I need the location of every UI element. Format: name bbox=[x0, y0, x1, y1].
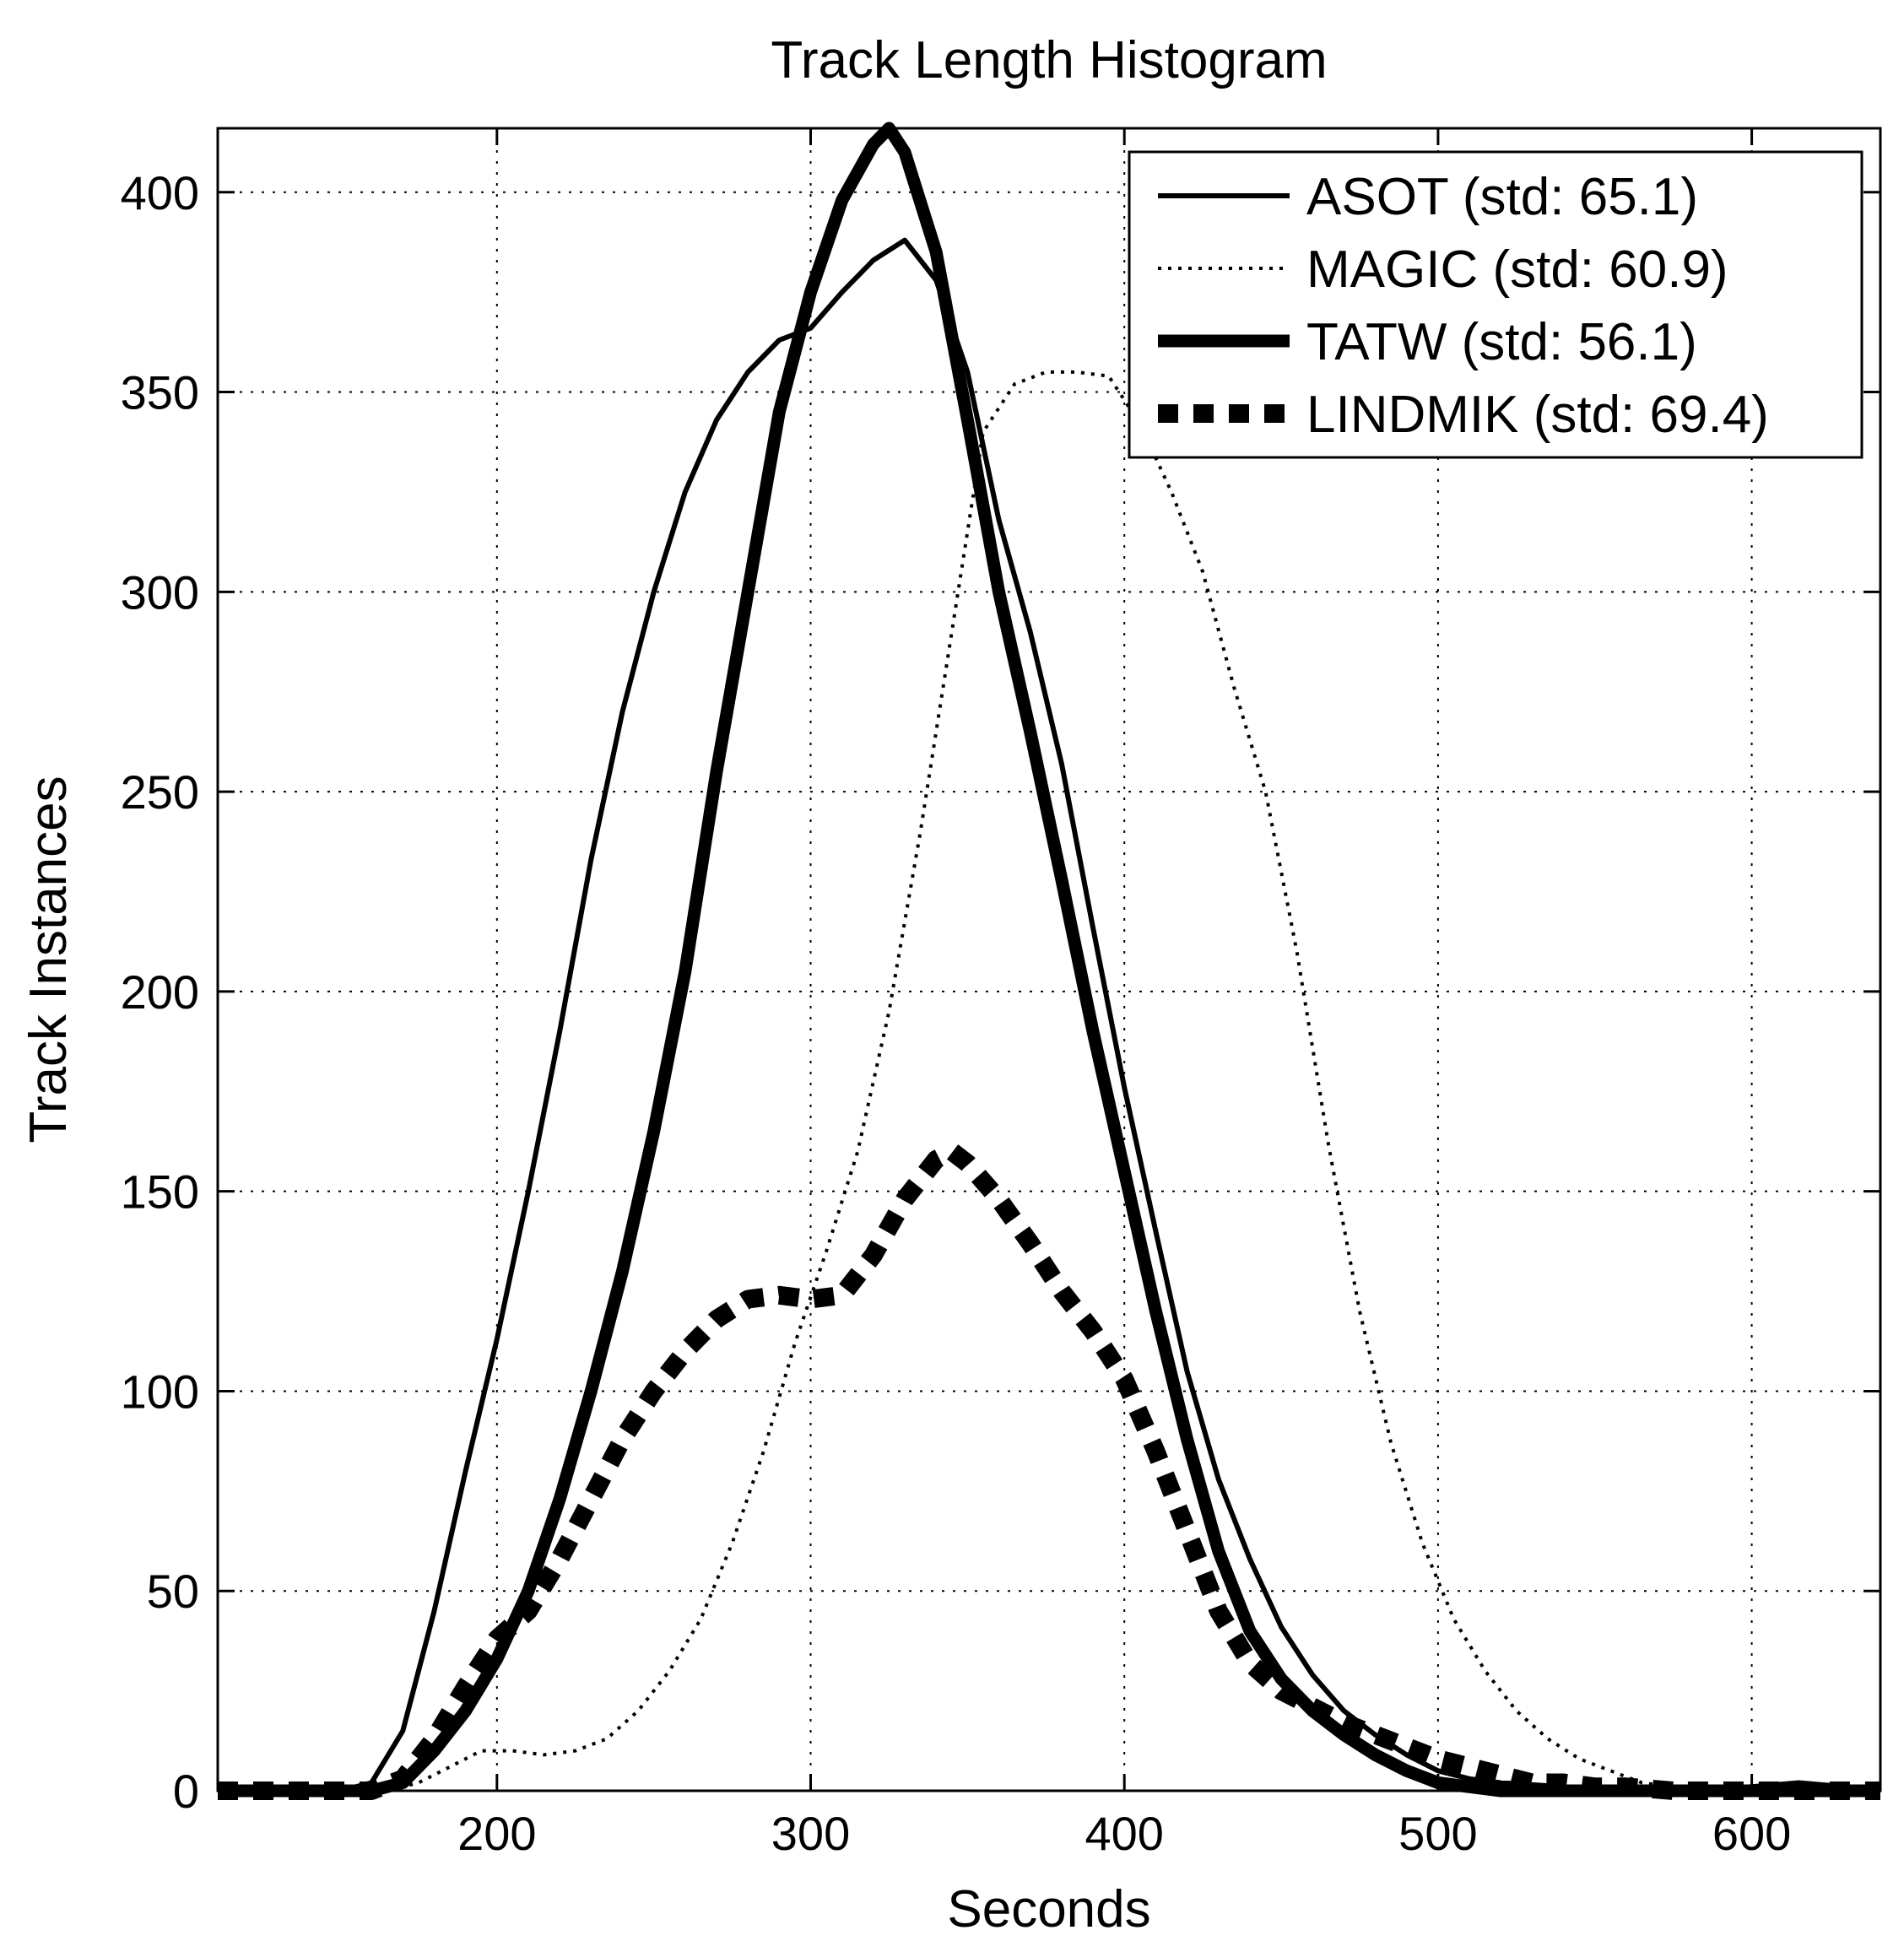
x-axis-label: Seconds bbox=[947, 1880, 1150, 1938]
y-tick-label: 50 bbox=[147, 1565, 199, 1618]
y-tick-label: 350 bbox=[121, 366, 199, 419]
y-tick-label: 0 bbox=[173, 1765, 199, 1818]
x-tick-label: 600 bbox=[1712, 1807, 1791, 1860]
legend-box bbox=[1128, 150, 1863, 459]
y-tick-label: 100 bbox=[121, 1365, 199, 1418]
x-tick-label: 300 bbox=[771, 1807, 850, 1860]
series-layer bbox=[218, 122, 1881, 1800]
plot-frame bbox=[216, 127, 1882, 1792]
y-tick-label: 250 bbox=[121, 765, 199, 819]
series-line-2 bbox=[218, 370, 1880, 1792]
y-tick-label: 400 bbox=[121, 166, 199, 219]
y-tick-label: 200 bbox=[121, 965, 199, 1019]
series-line-4 bbox=[218, 1142, 1880, 1800]
legend: ASOT (std: 65.1) MAGIC (std: 60.9) TATW (s… bbox=[1128, 150, 1863, 459]
x-tick-label: 200 bbox=[457, 1807, 536, 1860]
series-line-3 bbox=[218, 122, 1880, 1798]
ticks bbox=[218, 128, 1880, 1792]
legend-label-2: MAGIC (std: 60.9) bbox=[1306, 241, 1728, 299]
series-line-1 bbox=[218, 237, 1881, 1793]
chart-title: Track Length Histogram bbox=[771, 31, 1327, 89]
y-axis-label: Track Instances bbox=[19, 776, 78, 1143]
tick-labels: 200 300 400 500 600 0 50 100 150 200 250 300 350 400 bbox=[121, 166, 1792, 1860]
y-tick-label: 150 bbox=[121, 1165, 199, 1219]
y-tick-label: 300 bbox=[121, 565, 199, 619]
x-tick-label: 500 bbox=[1398, 1807, 1477, 1860]
x-tick-label: 400 bbox=[1085, 1807, 1163, 1860]
legend-label-3: TATW (std: 56.1) bbox=[1306, 313, 1697, 371]
legend-label-4: LINDMIK (std: 69.4) bbox=[1306, 386, 1769, 444]
legend-label-1: ASOT (std: 65.1) bbox=[1306, 168, 1698, 226]
